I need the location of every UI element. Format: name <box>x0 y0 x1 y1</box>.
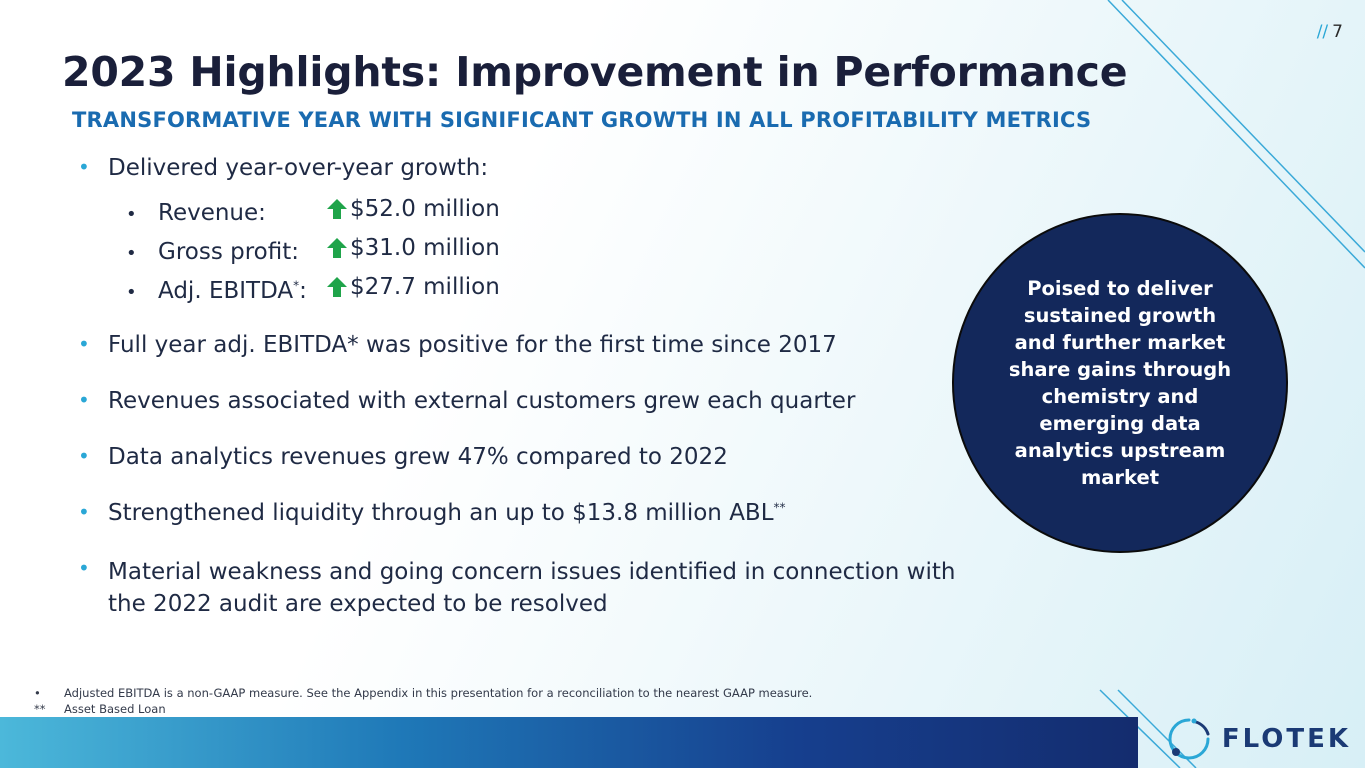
callout-text: Poised to deliver sustained growth and f… <box>1008 277 1232 489</box>
callout-circle: Poised to deliver sustained growth and f… <box>952 213 1288 553</box>
page-subtitle: TRANSFORMATIVE YEAR WITH SIGNIFICANT GRO… <box>72 108 1092 132</box>
growth-item-value: $52.0 million <box>350 196 500 222</box>
footnote-marker: ** <box>34 702 46 716</box>
bullet-text: Revenues associated with external custom… <box>108 388 856 414</box>
page-number-value: 7 <box>1332 22 1343 42</box>
sub-bullet-dot: • <box>126 243 137 264</box>
growth-item-gross-profit: • Gross profit: $31.0 million <box>126 235 500 265</box>
bullet-dot: • <box>78 500 90 524</box>
page-number-prefix: // <box>1316 22 1329 42</box>
sub-bullet-dot: • <box>126 282 137 303</box>
bullet-external-customers: • Revenues associated with external custo… <box>78 388 855 414</box>
bullet-dot: • <box>78 556 90 580</box>
up-arrow-icon <box>327 199 347 219</box>
growth-item-label: Revenue: <box>158 200 266 226</box>
bullet-ebitda-positive: • Full year adj. EBITDA* was positive for… <box>78 332 837 358</box>
logo-text: FLOTEK <box>1221 724 1351 754</box>
up-arrow-icon <box>327 277 347 297</box>
sub-bullet-dot: • <box>126 204 137 225</box>
footnote-abl: ** Asset Based Loan <box>34 702 166 716</box>
growth-item-revenue: • Revenue: $52.0 million <box>126 196 500 226</box>
footnote-marker: • <box>34 686 41 700</box>
page-number: //7 <box>1317 22 1343 42</box>
bullet-liquidity: • Strengthened liquidity through an up to… <box>78 500 786 526</box>
bullet-text: Material weakness and going concern issu… <box>108 559 956 617</box>
growth-item-label: Adj. EBITDA*: <box>158 278 307 304</box>
growth-item-value: $31.0 million <box>350 235 500 261</box>
flotek-logo: FLOTEK <box>1166 716 1351 762</box>
bullet-dot: • <box>78 155 90 179</box>
flotek-ring-icon <box>1168 718 1210 760</box>
growth-item-value: $27.7 million <box>350 274 500 300</box>
growth-item-adj-ebitda: • Adj. EBITDA*: $27.7 million <box>126 274 500 304</box>
bullet-dot: • <box>78 444 90 468</box>
bullet-text: Delivered year-over-year growth: <box>108 155 489 181</box>
bullet-text: Data analytics revenues grew 47% compare… <box>108 444 728 470</box>
footnote-text: Adjusted EBITDA is a non-GAAP measure. S… <box>64 686 813 700</box>
footnote-text: Asset Based Loan <box>64 702 166 716</box>
bullet-dot: • <box>78 332 90 356</box>
up-arrow-icon <box>327 238 347 258</box>
bullet-data-analytics: • Data analytics revenues grew 47% compar… <box>78 444 728 470</box>
bullet-dot: • <box>78 388 90 412</box>
bullet-material-weakness: • Material weakness and going concern iss… <box>78 556 988 620</box>
page-title: 2023 Highlights: Improvement in Performa… <box>62 48 1128 96</box>
bullet-superscript: ** <box>773 500 786 515</box>
growth-item-label: Gross profit: <box>158 239 299 265</box>
bullet-text: Full year adj. EBITDA* was positive for … <box>108 332 837 358</box>
bullet-growth: • Delivered year-over-year growth: <box>78 155 488 181</box>
bullet-text: Strengthened liquidity through an up to … <box>108 500 774 526</box>
footnote-ebitda: • Adjusted EBITDA is a non-GAAP measure. … <box>34 686 812 700</box>
bottom-gradient-bar <box>0 717 1138 768</box>
